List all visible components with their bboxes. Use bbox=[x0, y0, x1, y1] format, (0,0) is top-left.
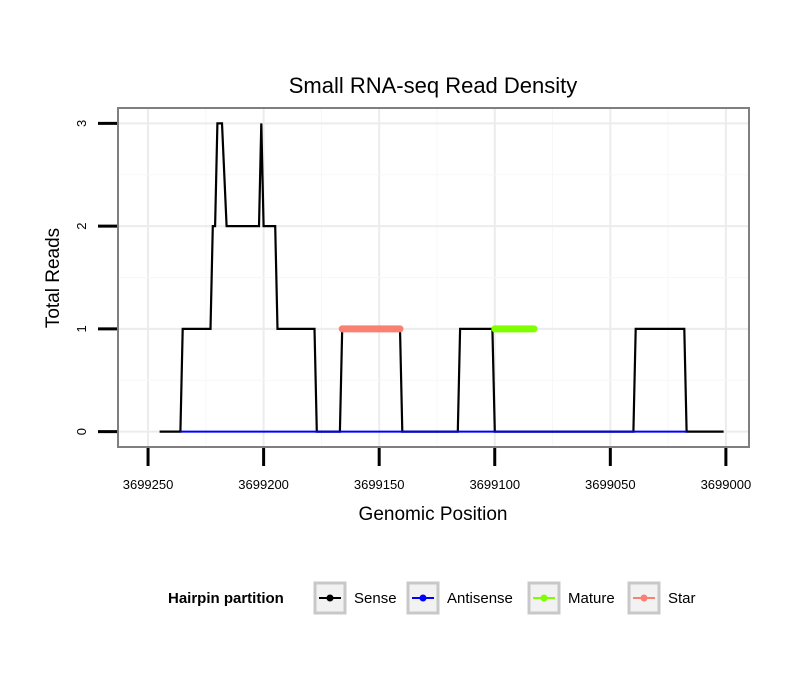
y-tick-label: 3 bbox=[74, 120, 89, 127]
legend: Hairpin partition Sense Antisense Mature St… bbox=[168, 581, 696, 615]
legend-label-sense: Sense bbox=[354, 590, 397, 607]
x-axis: 3699250 3699200 3699150 3699100 3699050 36990… bbox=[123, 448, 751, 492]
legend-label-antisense: Antisense bbox=[447, 590, 513, 607]
series-layer bbox=[159, 122, 724, 433]
legend-title: Hairpin partition bbox=[168, 590, 284, 607]
chart-title: Small RNA-seq Read Density bbox=[289, 73, 578, 98]
legend-key-dot bbox=[640, 594, 648, 602]
y-axis: 0 1 2 3 bbox=[74, 120, 117, 435]
legend-key-dot bbox=[540, 594, 548, 602]
x-tick-label: 3699150 bbox=[354, 477, 405, 492]
x-tick-label: 3699050 bbox=[585, 477, 636, 492]
legend-label-star: Star bbox=[668, 590, 696, 607]
y-tick-label: 1 bbox=[74, 325, 89, 332]
x-tick-label: 3699100 bbox=[469, 477, 520, 492]
x-axis-title: Genomic Position bbox=[359, 504, 508, 525]
y-axis-title: Total Reads bbox=[43, 228, 64, 328]
legend-key-dot bbox=[419, 594, 427, 602]
x-tick-label: 3699200 bbox=[238, 477, 289, 492]
plot-panel bbox=[117, 107, 750, 448]
y-tick-label: 2 bbox=[74, 222, 89, 229]
y-tick-label: 0 bbox=[74, 428, 89, 435]
legend-key-dot bbox=[326, 594, 334, 602]
x-tick-label: 3699250 bbox=[123, 477, 174, 492]
legend-label-mature: Mature bbox=[568, 590, 615, 607]
x-tick-label: 3699000 bbox=[701, 477, 752, 492]
